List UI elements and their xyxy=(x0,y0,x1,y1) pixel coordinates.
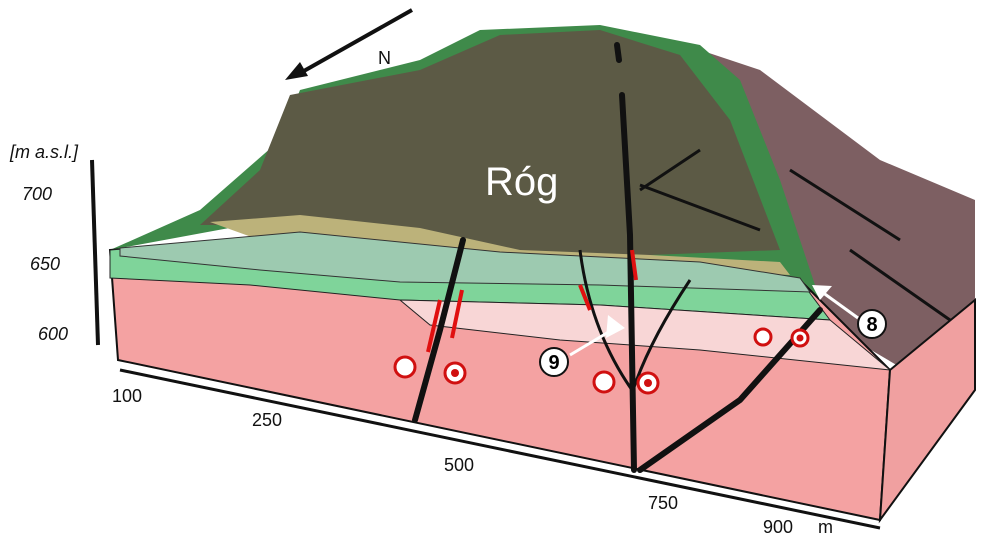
tick-label: 700 xyxy=(22,184,52,204)
callout-label: 8 xyxy=(866,314,877,336)
fault xyxy=(617,45,619,60)
tick-label: 600 xyxy=(38,324,68,344)
tick-label: 500 xyxy=(444,455,474,475)
tick-label: 750 xyxy=(648,493,678,513)
callout-label: 9 xyxy=(548,352,559,374)
axis-unit: m xyxy=(818,517,833,537)
north-label: N xyxy=(378,48,391,68)
north-arrow-head xyxy=(285,62,308,80)
north-arrow xyxy=(295,10,412,76)
axis-unit: [m a.s.l.] xyxy=(9,142,79,162)
tick-label: 900 xyxy=(763,517,793,537)
tick-label: 100 xyxy=(112,386,142,406)
block-diagram: N [m a.s.l.] 700 650 600 100 250 500 750… xyxy=(0,0,985,540)
tick-label: 650 xyxy=(30,254,60,274)
tick-label: 250 xyxy=(252,410,282,430)
summit-label: Róg xyxy=(485,160,558,204)
vertical-axis xyxy=(92,160,98,345)
